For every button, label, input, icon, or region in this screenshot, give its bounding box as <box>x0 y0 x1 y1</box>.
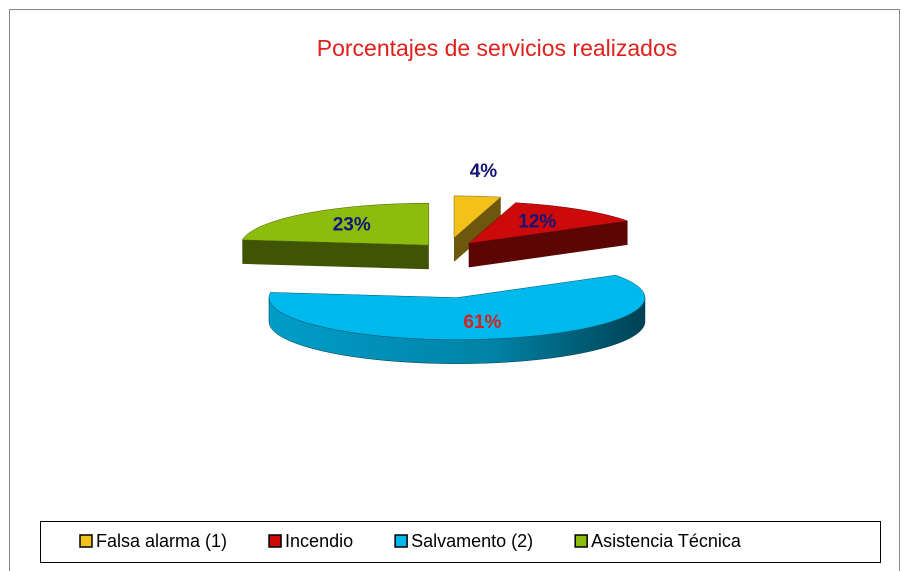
slice-wall <box>468 220 628 268</box>
data-label: 23% <box>333 215 371 236</box>
legend-label: Incendio <box>285 531 353 551</box>
slice <box>453 195 502 239</box>
data-label: 12% <box>518 211 556 232</box>
legend-swatch <box>394 534 408 548</box>
legend-swatch <box>79 534 93 548</box>
legend-label: Salvamento (2) <box>411 531 533 551</box>
legend-label: Asistencia Técnica <box>591 531 742 551</box>
legend-swatch <box>268 534 282 548</box>
slice <box>468 202 628 244</box>
legend-label: Falsa alarma (1) <box>96 531 227 551</box>
legend-box <box>40 521 881 563</box>
slice <box>268 274 646 340</box>
data-label: 61% <box>463 312 501 333</box>
chart-border <box>9 9 900 571</box>
chart-title: Porcentajes de servicios realizados <box>317 35 678 61</box>
slice <box>241 202 430 246</box>
legend-swatch <box>574 534 588 548</box>
data-label: 4% <box>470 161 498 182</box>
slice-wall <box>242 239 429 270</box>
slice-wall <box>454 197 501 262</box>
